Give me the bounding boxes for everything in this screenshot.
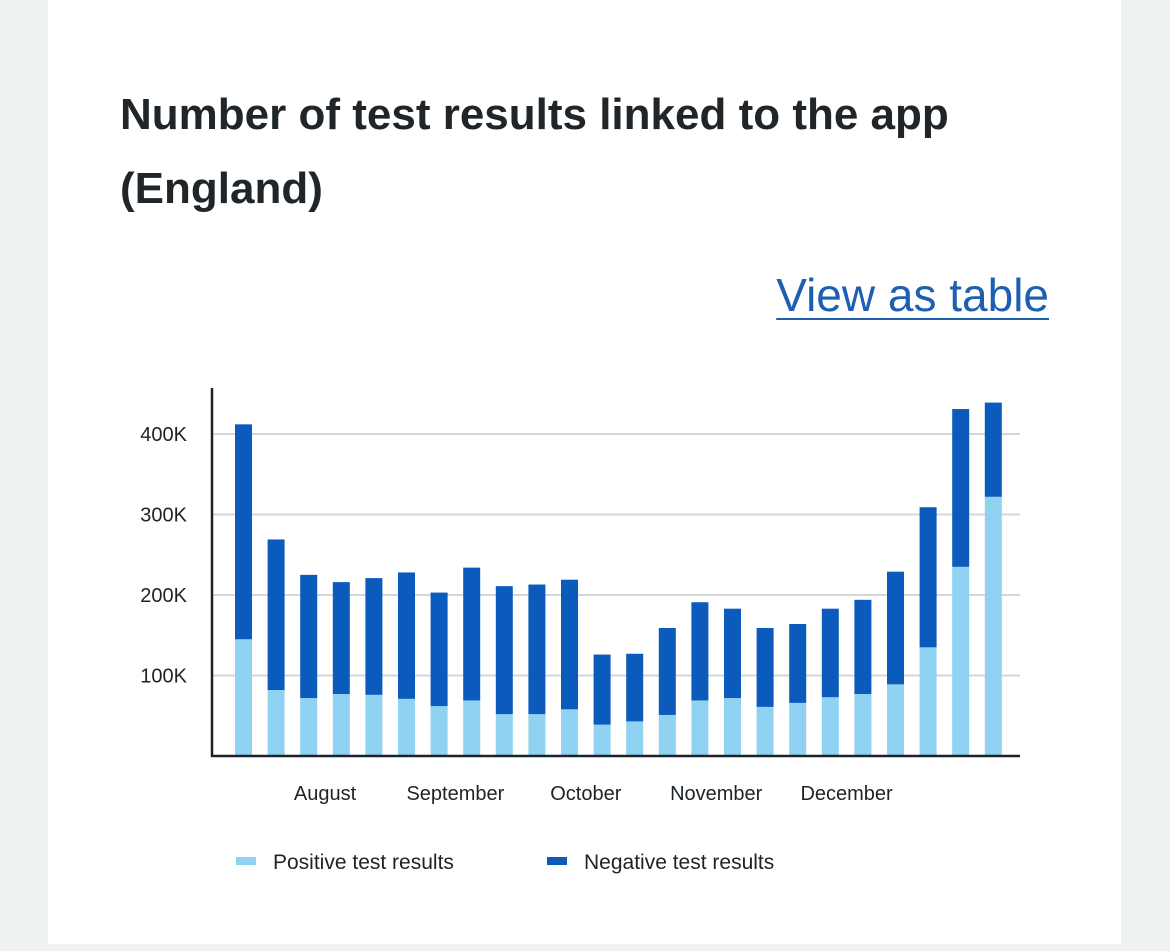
y-tick-label: 300K xyxy=(140,505,187,527)
bar-negative xyxy=(561,579,578,710)
bar-negative xyxy=(430,592,448,707)
x-tick-label: August xyxy=(294,783,357,805)
bar-negative xyxy=(528,584,546,715)
bar-positive xyxy=(887,684,904,756)
bar-negative xyxy=(495,586,513,715)
bar-positive xyxy=(724,698,741,756)
bar-positive xyxy=(626,721,644,756)
y-tick-label: 200K xyxy=(140,585,187,607)
bar-negative xyxy=(821,608,839,698)
bar-negative xyxy=(463,567,481,701)
legend-swatch xyxy=(236,857,256,865)
view-as-table-link[interactable]: View as table xyxy=(776,269,1049,321)
bar-negative xyxy=(398,572,415,699)
bar-negative xyxy=(332,582,350,695)
bar-negative xyxy=(854,599,872,695)
bar-positive xyxy=(463,700,481,756)
bar-negative xyxy=(984,402,1002,497)
bar-positive xyxy=(756,706,774,756)
x-tick-label: November xyxy=(670,783,763,805)
bar-positive xyxy=(658,714,676,756)
x-tick-label: October xyxy=(550,783,621,805)
bar-negative xyxy=(952,409,970,567)
bar-positive xyxy=(919,647,937,756)
x-tick-label: December xyxy=(800,783,893,805)
bar-positive xyxy=(365,694,383,756)
bar-negative xyxy=(626,653,644,722)
bar-negative xyxy=(789,623,807,703)
bar-positive xyxy=(789,702,807,756)
bar-positive xyxy=(332,694,350,756)
bar-positive xyxy=(235,639,252,756)
legend-label: Negative test results xyxy=(584,851,774,874)
bar-positive xyxy=(952,566,970,756)
legend-label: Positive test results xyxy=(273,851,454,874)
bar-negative xyxy=(365,578,383,695)
bar-positive xyxy=(267,689,285,756)
bar-positive xyxy=(984,496,1002,756)
bar-positive xyxy=(593,724,611,756)
chart-title: Number of test results linked to the app… xyxy=(120,90,949,213)
y-tick-label: 100K xyxy=(140,666,187,688)
x-tick-label: September xyxy=(406,783,504,805)
bar-negative xyxy=(919,507,937,648)
chart-card: Number of test results linked to the app… xyxy=(48,0,1121,944)
bar-negative xyxy=(235,424,252,640)
bar-positive xyxy=(300,698,318,756)
bar-positive xyxy=(495,714,513,756)
bar-negative xyxy=(691,602,709,701)
bar-positive xyxy=(821,697,839,756)
bar-positive xyxy=(561,709,578,756)
bar-positive xyxy=(398,698,415,756)
bar-negative xyxy=(658,628,676,715)
bar-positive xyxy=(528,714,546,756)
y-tick-label: 400K xyxy=(140,424,187,446)
bar-negative xyxy=(593,654,611,725)
bar-positive xyxy=(854,694,872,756)
bar-positive xyxy=(430,706,448,756)
bar-negative xyxy=(300,574,318,699)
bar-negative xyxy=(267,539,285,690)
bar-negative xyxy=(724,608,741,699)
bar-negative xyxy=(887,571,904,685)
bar-positive xyxy=(691,700,709,756)
bar-negative xyxy=(756,628,774,707)
legend-swatch xyxy=(547,857,567,865)
